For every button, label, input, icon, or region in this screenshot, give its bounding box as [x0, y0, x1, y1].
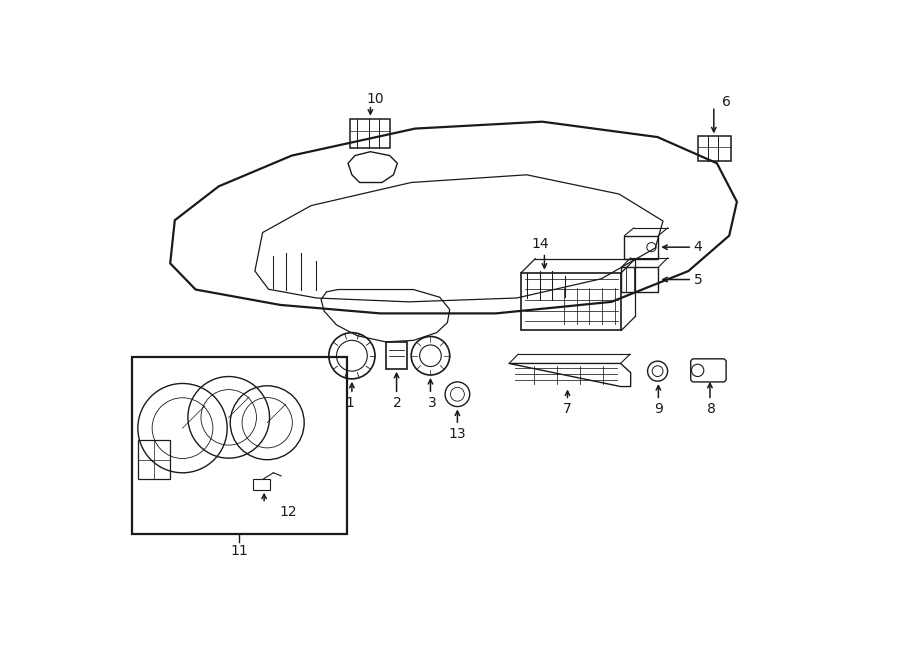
Text: 3: 3: [428, 396, 436, 410]
Bar: [621, 267, 659, 292]
Bar: [698, 136, 731, 161]
Text: 12: 12: [279, 505, 297, 519]
Text: 10: 10: [366, 93, 383, 106]
Text: 2: 2: [393, 396, 401, 410]
Text: 6: 6: [723, 95, 732, 108]
Text: 8: 8: [707, 402, 716, 416]
Text: 9: 9: [654, 402, 662, 416]
Bar: [138, 440, 170, 479]
Text: 4: 4: [694, 240, 703, 254]
Bar: [349, 118, 390, 148]
Text: 14: 14: [531, 237, 549, 251]
Bar: [254, 479, 270, 490]
Text: 1: 1: [346, 396, 354, 410]
Text: 13: 13: [448, 426, 466, 441]
Bar: [131, 358, 347, 534]
Bar: [521, 272, 621, 330]
Bar: [625, 235, 659, 258]
Bar: [386, 342, 408, 369]
Text: 7: 7: [563, 402, 572, 416]
Text: 5: 5: [694, 273, 703, 288]
Text: 11: 11: [230, 543, 248, 558]
